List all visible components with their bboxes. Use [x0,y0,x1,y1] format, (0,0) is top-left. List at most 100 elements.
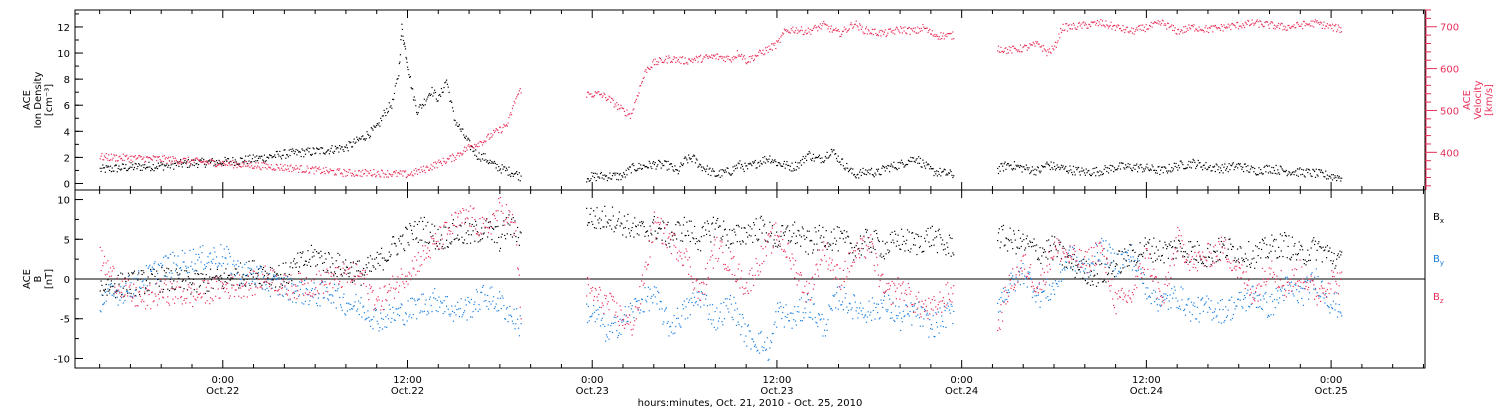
data-point [627,168,628,169]
data-point [1055,42,1056,43]
data-point [1193,160,1194,161]
data-point [1106,258,1107,259]
data-point [604,94,605,95]
data-point [658,62,659,63]
data-point [1095,175,1096,176]
data-point [654,216,655,217]
data-point [279,169,280,170]
data-point [623,172,624,173]
data-point [372,175,373,176]
data-point [1311,247,1312,248]
data-point [500,127,501,128]
data-point [217,162,218,163]
data-point [1033,174,1034,175]
data-point [637,233,638,234]
data-point [732,173,733,174]
data-point [677,60,678,61]
data-point [1309,23,1310,24]
data-point [731,174,732,175]
data-point [1253,171,1254,172]
data-point [152,267,153,268]
data-point [1086,24,1087,25]
data-point [1038,167,1039,168]
data-point [414,221,415,222]
data-point [939,168,940,169]
data-point [286,289,287,290]
data-point [1062,167,1063,168]
data-point [809,31,810,32]
data-point [615,105,616,106]
data-point [820,237,821,238]
data-point [625,306,626,307]
data-point [462,129,463,130]
data-point [865,229,866,230]
data-point [696,301,697,302]
data-point [907,164,908,165]
data-point [1285,171,1286,172]
data-point [951,238,952,239]
data-point [1328,27,1329,28]
data-point [305,301,306,302]
data-point [934,34,935,35]
data-point [185,266,186,267]
data-point [197,167,198,168]
data-point [268,290,269,291]
data-point [817,30,818,31]
data-point [307,289,308,290]
data-point [839,238,840,239]
data-point [1272,173,1273,174]
data-point [347,175,348,176]
data-point [278,154,279,155]
data-point [1231,165,1232,166]
data-point [1090,26,1091,27]
data-point [851,173,852,174]
data-point [1276,26,1277,27]
data-point [300,252,301,253]
data-point [674,332,675,333]
data-point [521,323,522,324]
data-point [330,266,331,267]
data-point [685,235,686,236]
data-point [710,319,711,320]
data-point [1003,52,1004,53]
data-point [886,36,887,37]
data-point [1053,49,1054,50]
data-point [1222,172,1223,173]
data-point [513,323,514,324]
data-point [887,249,888,250]
data-point [502,127,503,128]
data-point [760,50,761,51]
data-point [900,26,901,27]
data-point [667,58,668,59]
data-point [236,161,237,162]
data-point [780,236,781,237]
data-point [1155,260,1156,261]
data-point [188,267,189,268]
data-point [1322,261,1323,262]
data-point [412,298,413,299]
data-point [709,168,710,169]
data-point [1305,25,1306,26]
data-point [647,296,648,297]
data-point [516,171,517,172]
data-point [1051,53,1052,54]
data-point [1141,30,1142,31]
data-point [248,283,249,284]
data-point [807,230,808,231]
data-point [834,30,835,31]
data-point [595,91,596,92]
data-point [253,273,254,274]
data-point [196,291,197,292]
data-point [586,304,587,305]
data-point [1159,174,1160,175]
data-point [868,30,869,31]
data-point [756,218,757,219]
data-point [1106,171,1107,172]
data-point [821,235,822,236]
data-point [388,111,389,112]
data-point [628,228,629,229]
data-point [196,271,197,272]
data-point [774,43,775,44]
data-point [367,257,368,258]
data-point [642,168,643,169]
